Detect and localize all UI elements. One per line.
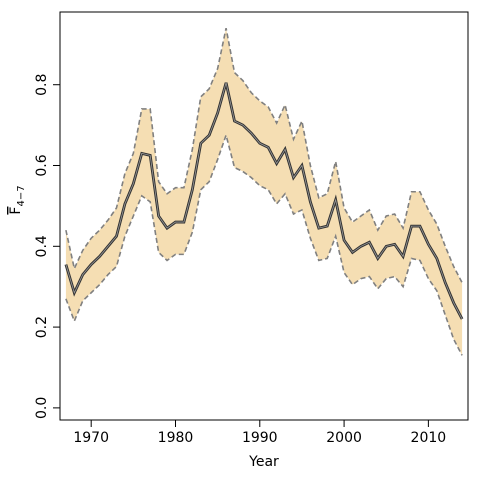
confidence-band-layer	[65, 27, 463, 356]
y-axis: 0.0 0.2 0.4 0.6 0.8	[34, 74, 60, 419]
x-tick-label: 2000	[326, 430, 362, 446]
estimate-line-highlight	[65, 82, 463, 320]
x-tick-label: 1980	[158, 430, 194, 446]
y-tick-label: 0.2	[34, 316, 50, 338]
x-axis-title: Year	[248, 454, 279, 470]
y-axis-title: F4−7	[8, 185, 27, 214]
x-tick-label: 2010	[411, 430, 447, 446]
x-tick-label: 1990	[242, 430, 278, 446]
y-tick-label: 0.4	[34, 235, 50, 257]
confidence-band	[65, 28, 463, 356]
y-axis-title-main: F	[8, 207, 24, 215]
upper-bound-line	[65, 27, 463, 284]
estimate-line-layer	[64, 82, 464, 320]
x-tick-label: 1970	[73, 430, 109, 446]
x-axis: 1970 1980 1990 2000 2010	[73, 420, 446, 446]
plot-frame	[59, 11, 469, 421]
lower-bound-line	[65, 132, 463, 356]
y-tick-label: 0.0	[34, 397, 50, 419]
y-tick-label: 0.6	[34, 154, 50, 176]
svg-text:F4−7: F4−7	[8, 185, 27, 214]
y-axis-title-subscript: 4−7	[16, 185, 27, 206]
y-tick-label: 0.8	[34, 74, 50, 96]
